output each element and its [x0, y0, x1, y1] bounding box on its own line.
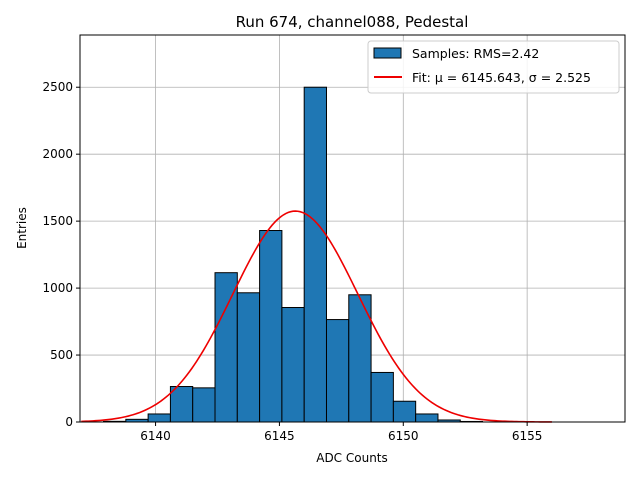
- x-axis-label: ADC Counts: [316, 451, 388, 465]
- x-axis-ticks: 6140 6145 6150 6155: [140, 422, 542, 443]
- y-tick-label: 1000: [42, 281, 73, 295]
- histogram-bar: [192, 387, 216, 423]
- histogram-bar: [370, 371, 394, 423]
- x-tick-label: 6150: [388, 429, 419, 443]
- histogram-bar: [303, 86, 327, 423]
- legend-label-fit: Fit: μ = 6145.643, σ = 2.525: [412, 70, 591, 85]
- histogram-bar: [415, 413, 439, 423]
- plot-frame: [79, 34, 626, 423]
- legend: Samples: RMS=2.42 Fit: μ = 6145.643, σ =…: [367, 40, 620, 94]
- histogram-bar: [147, 413, 171, 423]
- fit-curve: [81, 210, 552, 423]
- histogram-bar: [236, 292, 261, 423]
- histogram-bar: [169, 386, 194, 423]
- histogram-bar: [392, 400, 417, 423]
- histogram-bar: [281, 307, 305, 423]
- x-tick-label: 6140: [140, 429, 171, 443]
- y-tick-label: 0: [65, 415, 73, 429]
- y-tick-label: 1500: [42, 214, 73, 228]
- histogram-bar: [259, 230, 283, 423]
- legend-label-samples: Samples: RMS=2.42: [412, 46, 539, 61]
- x-tick-label: 6145: [264, 429, 295, 443]
- legend-bar-swatch: [373, 47, 402, 59]
- y-axis-ticks: 0 500 1000 1500 2000 2500: [42, 80, 80, 429]
- x-tick-label: 6155: [512, 429, 543, 443]
- histogram-bar: [325, 319, 350, 423]
- y-tick-label: 500: [50, 348, 73, 362]
- legend-box: [367, 40, 620, 94]
- chart-title: Run 674, channel088, Pedestal: [236, 13, 469, 31]
- y-tick-label: 2000: [42, 147, 73, 161]
- y-tick-label: 2500: [42, 80, 73, 94]
- histogram-bar: [214, 272, 238, 423]
- y-axis-label: Entries: [15, 207, 29, 249]
